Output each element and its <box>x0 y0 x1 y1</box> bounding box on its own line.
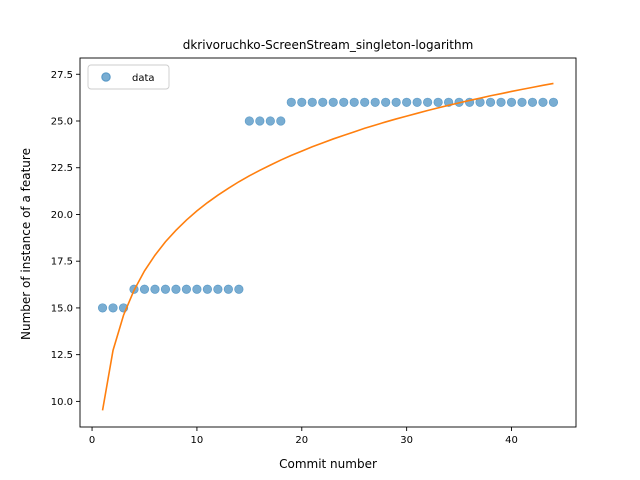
data-point <box>97 303 108 313</box>
data-point <box>139 284 150 294</box>
data-point <box>423 97 433 107</box>
data-point <box>181 284 192 294</box>
data-point <box>360 97 370 107</box>
data-point <box>527 97 538 107</box>
data-point <box>370 97 380 107</box>
data-point <box>339 97 349 107</box>
data-point <box>108 303 118 313</box>
data-point <box>213 284 223 294</box>
legend-marker <box>101 72 111 82</box>
data-point <box>223 284 233 294</box>
axes-frame <box>79 57 577 428</box>
data-point <box>506 97 517 107</box>
y-tick-label: 10.0 <box>51 397 73 408</box>
y-tick-label: 20.0 <box>51 210 73 221</box>
data-point <box>485 97 496 107</box>
legend: data <box>87 64 170 90</box>
data-point <box>255 116 265 126</box>
data-series <box>97 97 559 313</box>
data-point <box>192 284 202 294</box>
x-tick-label: 0 <box>89 435 95 446</box>
fit-line <box>101 82 554 411</box>
data-point <box>318 97 328 107</box>
y-tick-label: 27.5 <box>51 70 73 81</box>
data-point <box>307 97 317 107</box>
x-tick-label: 30 <box>400 435 413 446</box>
data-point <box>349 97 359 107</box>
legend-box <box>87 64 170 90</box>
data-point <box>433 97 443 107</box>
y-tick-label: 17.5 <box>51 257 73 268</box>
y-tick-label: 12.5 <box>51 350 73 361</box>
x-tick-label: 20 <box>295 435 308 446</box>
data-point <box>150 284 160 294</box>
data-point <box>548 97 559 107</box>
data-point <box>297 97 307 107</box>
data-point <box>538 97 548 107</box>
x-tick-label: 10 <box>191 435 204 446</box>
data-point <box>412 97 422 107</box>
y-tick-label: 25.0 <box>51 116 73 127</box>
chart-title: dkrivoruchko-ScreenStream_singleton-loga… <box>183 38 474 52</box>
data-point <box>276 116 286 126</box>
data-point <box>265 116 275 126</box>
data-point <box>328 97 338 107</box>
data-point <box>381 97 391 107</box>
x-axis-label: Commit number <box>279 457 377 471</box>
plot-area: 0 10 20 30 40 10.0 12.5 15.0 17.5 20.0 22.5 25.0 27.… <box>51 57 577 446</box>
data-point <box>391 97 401 107</box>
y-tick-label: 22.5 <box>51 163 73 174</box>
data-point <box>234 284 244 294</box>
data-point <box>517 97 527 107</box>
data-point <box>202 284 213 294</box>
data-point <box>496 97 506 107</box>
y-tick-label: 15.0 <box>51 303 73 314</box>
legend-label: data <box>132 73 155 84</box>
data-point <box>160 284 171 294</box>
data-point <box>402 97 412 107</box>
data-point <box>171 284 181 294</box>
data-point <box>286 97 296 107</box>
y-axis-label: Number of instance of a feature <box>19 148 33 340</box>
x-tick-label: 40 <box>505 435 518 446</box>
data-point <box>244 116 254 126</box>
